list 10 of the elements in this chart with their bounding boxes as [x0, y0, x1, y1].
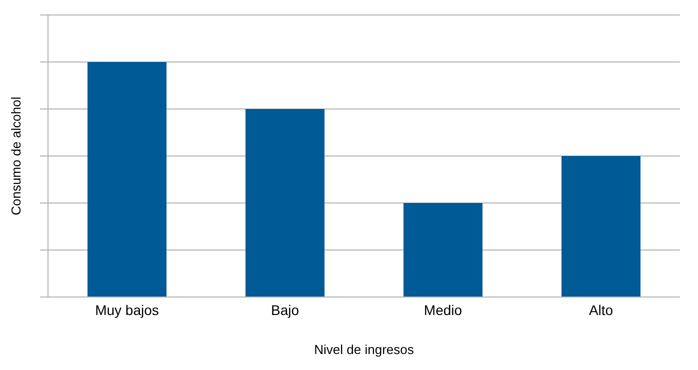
x-tick-label: Alto: [588, 302, 614, 318]
x-tick-label: Bajo: [270, 302, 300, 318]
y-axis-title: Consumo de alcohol: [8, 96, 24, 216]
x-tick-label: Muy bajos: [95, 302, 159, 318]
x-tick-label: Medio: [424, 302, 462, 318]
bar: [88, 62, 166, 297]
bar: [562, 156, 640, 297]
x-axis-title: Nivel de ingresos: [314, 342, 414, 357]
bar: [404, 203, 482, 297]
bar: [246, 109, 324, 297]
